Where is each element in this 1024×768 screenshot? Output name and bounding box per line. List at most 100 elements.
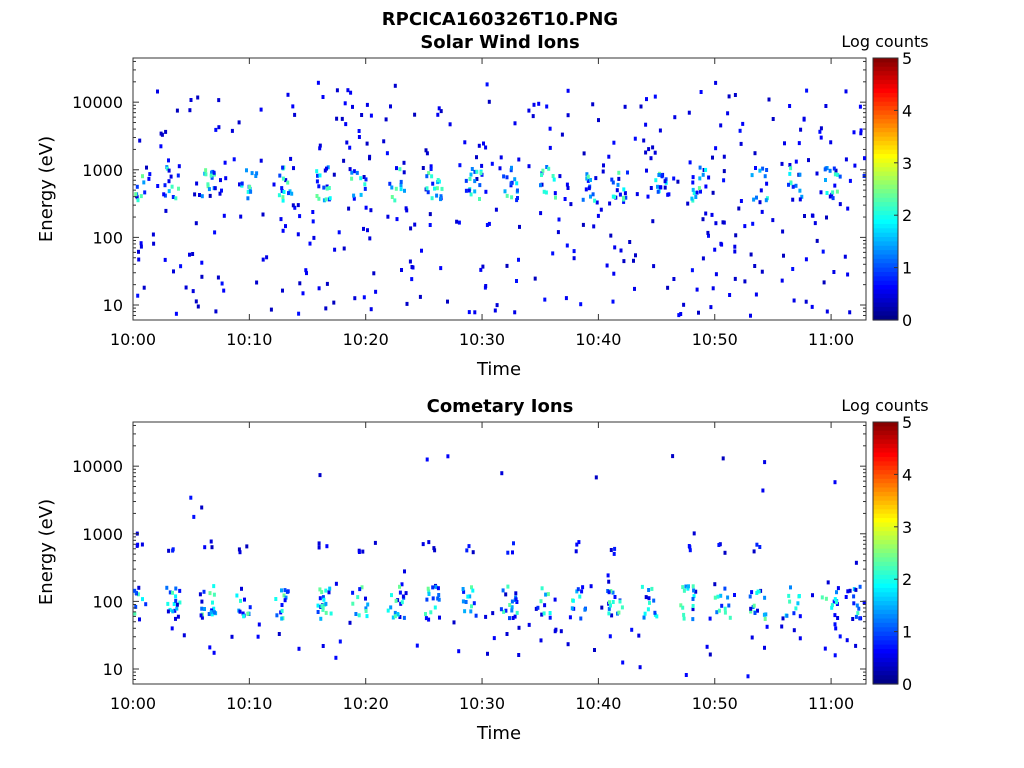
data-cell	[634, 253, 637, 258]
data-cell	[781, 229, 785, 234]
data-cell	[230, 128, 234, 133]
data-cell	[833, 480, 837, 485]
data-cell	[500, 471, 504, 476]
data-cell	[504, 592, 508, 597]
data-cell	[692, 531, 696, 536]
data-cell	[338, 639, 342, 644]
cluster-cell	[852, 601, 856, 606]
data-cell	[721, 220, 725, 225]
cluster-cell	[508, 603, 512, 607]
cluster-cell	[290, 191, 294, 196]
cluster-cell	[168, 607, 172, 612]
data-cell	[838, 634, 842, 639]
data-cell	[297, 646, 301, 651]
colorbar-segment	[873, 223, 898, 229]
cluster-cell	[318, 587, 322, 592]
data-cell	[272, 182, 276, 187]
data-cell	[597, 118, 600, 123]
data-cell	[291, 203, 295, 208]
colorbar-segment	[873, 649, 898, 655]
data-cell	[586, 178, 590, 183]
data-cell	[750, 635, 754, 640]
data-cell	[315, 179, 319, 184]
cluster-cell	[469, 192, 473, 197]
data-cell	[677, 313, 681, 318]
cluster-cell	[437, 597, 441, 602]
cluster-cell	[255, 171, 259, 176]
data-cell	[651, 219, 655, 224]
cluster-cell	[656, 184, 659, 189]
data-cell	[142, 285, 146, 290]
cluster-cell	[322, 185, 326, 190]
data-cell	[739, 141, 743, 146]
colorbar-segment	[873, 644, 898, 650]
data-cell	[844, 157, 848, 162]
data-cell	[321, 644, 325, 648]
data-cell	[368, 156, 371, 161]
cluster-cell	[210, 545, 214, 550]
cluster-cell	[828, 194, 832, 199]
data-cell	[804, 299, 808, 304]
data-cell	[782, 253, 785, 258]
data-cell	[690, 268, 694, 273]
cluster-cell	[352, 169, 356, 174]
data-cell	[695, 287, 699, 292]
data-cell	[481, 264, 485, 269]
data-cell	[589, 584, 593, 589]
panel-title-solar-wind: Solar Wind Ions	[420, 32, 579, 53]
cluster-cell	[429, 167, 433, 171]
data-cell	[788, 163, 792, 167]
cluster-cell	[545, 165, 549, 169]
data-cell	[611, 299, 615, 304]
cluster-cell	[287, 191, 290, 196]
cluster-cell	[509, 168, 513, 173]
colorbar-segment	[873, 662, 898, 668]
cluster-cell	[616, 182, 620, 187]
data-cell	[410, 277, 414, 282]
data-cell	[771, 218, 775, 223]
colorbar-segment	[873, 315, 898, 321]
data-cell	[709, 305, 713, 310]
colorbar-segment	[873, 579, 898, 585]
cluster-cell	[789, 181, 793, 186]
cluster-cell	[461, 587, 465, 591]
cluster-cell	[468, 177, 472, 181]
cluster-cell	[329, 611, 333, 616]
cluster-cell	[473, 169, 477, 174]
data-cell	[754, 292, 758, 297]
cluster-cell	[510, 608, 514, 613]
x-tick-label: 10:10	[226, 330, 272, 349]
cluster-cell	[574, 549, 578, 554]
data-cell	[192, 514, 196, 519]
cluster-cell	[245, 168, 248, 173]
cluster-cell	[398, 590, 402, 595]
colorbar-tick-label: 3	[902, 154, 912, 173]
colorbar-segment	[873, 539, 898, 545]
cluster-cell	[857, 606, 861, 611]
cluster-cell	[212, 584, 216, 589]
data-cell	[630, 627, 634, 632]
colorbar-segment	[873, 635, 898, 641]
cluster-cell	[174, 616, 177, 621]
cluster-cell	[466, 594, 470, 599]
cluster-cell	[436, 178, 440, 182]
data-cell	[743, 224, 747, 229]
data-cell	[167, 158, 170, 163]
data-cell	[633, 136, 637, 141]
y-tick-label: 10	[103, 296, 123, 315]
data-cell	[653, 94, 657, 99]
cluster-cell	[320, 604, 324, 608]
data-cell	[688, 160, 692, 165]
cluster-cell	[319, 616, 323, 621]
colorbar-segment	[873, 88, 898, 94]
data-cell	[838, 202, 842, 207]
colorbar-segment	[873, 443, 898, 449]
cluster-cell	[593, 198, 597, 203]
data-cell	[537, 101, 541, 106]
x-tick-label: 10:30	[459, 330, 505, 349]
cluster-cell	[695, 190, 699, 195]
cluster-cell	[283, 598, 287, 603]
x-tick-label: 10:20	[343, 694, 389, 713]
cluster-cell	[648, 600, 651, 605]
cluster-cell	[402, 170, 406, 175]
